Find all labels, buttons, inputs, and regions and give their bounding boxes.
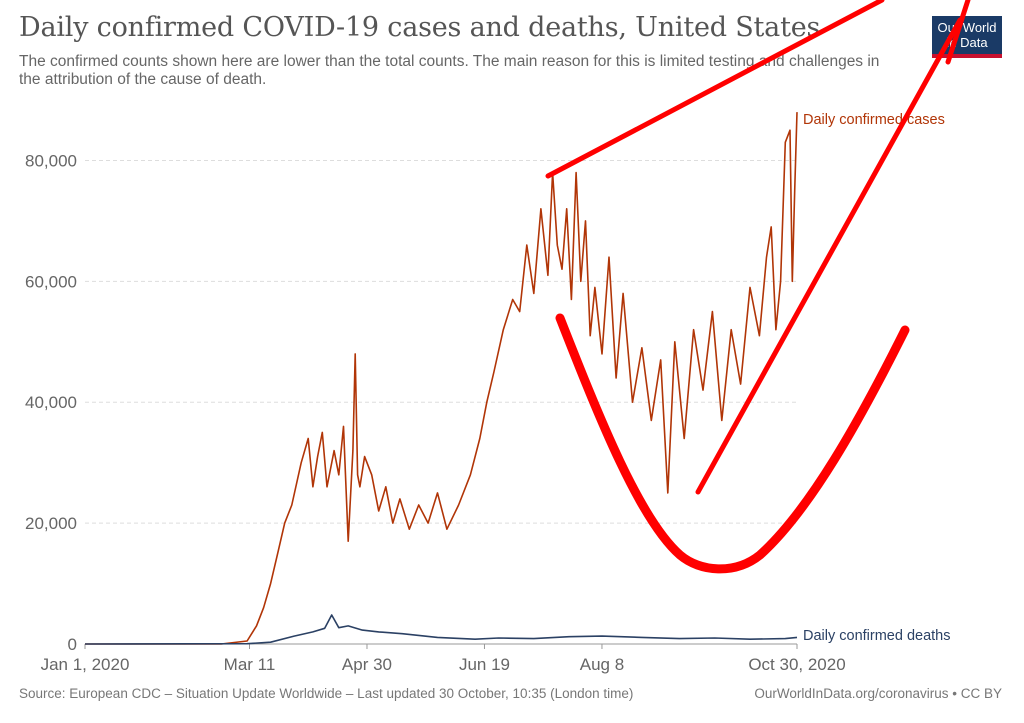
chart-title: Daily confirmed COVID-19 cases and death…	[19, 12, 821, 43]
red-annotations	[545, 0, 971, 574]
y-tick-label: 80,000	[25, 151, 77, 170]
annotation-check-stroke	[695, 17, 963, 495]
x-tick-label: Oct 30, 2020	[748, 655, 845, 674]
source-note: Source: European CDC – Situation Update …	[19, 686, 634, 701]
chart-subtitle: The confirmed counts shown here are lowe…	[19, 53, 880, 88]
x-tick-label: Mar 11	[224, 655, 276, 674]
y-tick-label: 20,000	[25, 514, 77, 533]
series-label-cases: Daily confirmed cases	[803, 112, 945, 128]
x-tick-label: Apr 30	[342, 655, 392, 674]
y-tick-label: 0	[68, 635, 77, 654]
grid-lines	[85, 159, 797, 524]
series-label-deaths: Daily confirmed deaths	[803, 628, 951, 644]
credit-link[interactable]: OurWorldInData.org/coronavirus • CC BY	[754, 686, 1002, 701]
annotation-trend-line	[545, 0, 885, 179]
owid-logo[interactable]: Our World in Data	[932, 16, 1002, 58]
x-tick-label: Jan 1, 2020	[41, 655, 130, 674]
axes: 0 20,000 40,000 60,000 80,000 Jan 1, 2020 Mar …	[25, 151, 846, 674]
series-line-cases[interactable]	[85, 112, 798, 645]
x-tick-label: Jun 19	[459, 655, 510, 674]
annotation-check-stroke-upper	[945, 0, 971, 65]
series-lines	[84, 112, 798, 645]
y-tick-label: 60,000	[25, 272, 77, 291]
x-tick-label: Aug 8	[580, 655, 624, 674]
series-line-deaths[interactable]	[84, 614, 798, 645]
annotation-u-curve	[555, 313, 910, 574]
y-tick-label: 40,000	[25, 393, 77, 412]
